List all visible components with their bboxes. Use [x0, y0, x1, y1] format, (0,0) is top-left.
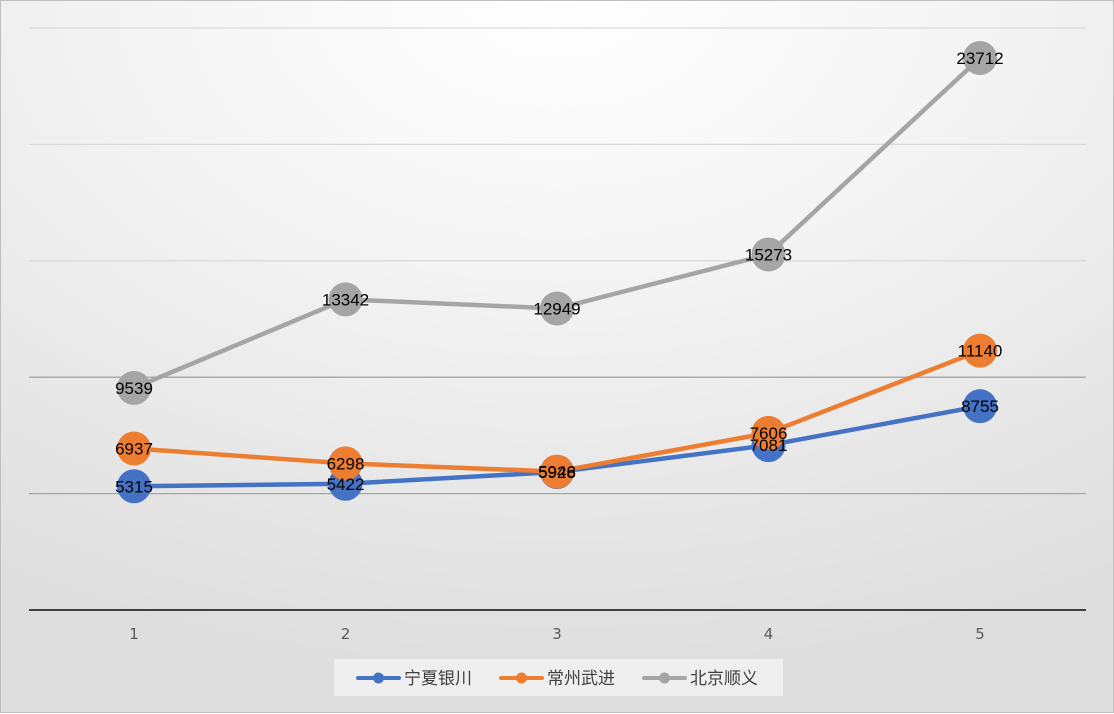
series-group: [117, 40, 997, 405]
data-label: 5422: [327, 475, 365, 494]
gridlines: [29, 27, 1086, 495]
x-axis: 1 2 3 4 5: [29, 609, 1086, 643]
legend-entry-label: 常州武进: [547, 669, 615, 689]
data-label: 6937: [115, 440, 153, 459]
data-point: [963, 389, 997, 424]
data-label: 23712: [956, 49, 1003, 68]
series-line: [131, 55, 983, 391]
data-label: 9539: [115, 379, 153, 398]
legend-marker-icon: [659, 672, 670, 684]
data-point: [328, 282, 363, 317]
data-point: [540, 291, 574, 326]
series-line: [131, 348, 983, 474]
data-labels: 5315 5422 5928 7081 8755 6937 6298 5946 7606 1114…: [115, 49, 1004, 496]
data-point: [117, 469, 151, 504]
x-tick-label: 2: [341, 625, 351, 643]
data-label: 7081: [750, 436, 788, 455]
x-tick-label: 5: [975, 625, 985, 643]
x-tick-label: 1: [129, 625, 139, 643]
data-point: [117, 370, 151, 405]
data-point: [328, 446, 363, 481]
data-label: 13342: [322, 290, 369, 309]
data-point: [117, 431, 151, 466]
legend: 宁夏银川 常州武进 北京顺义: [334, 659, 783, 696]
data-point: [963, 333, 997, 368]
legend-entry-label: 宁夏银川: [404, 669, 472, 689]
legend-entry-label: 北京顺义: [690, 669, 758, 689]
legend-marker-icon: [373, 672, 384, 684]
x-tick-label: 4: [764, 625, 774, 643]
data-label: 8755: [961, 397, 999, 416]
series-layer: [117, 40, 997, 504]
data-label: 6298: [327, 454, 365, 473]
data-point: [751, 415, 786, 450]
legend-marker-icon: [516, 672, 527, 684]
data-label: 15273: [745, 245, 792, 264]
legend-box: [334, 659, 783, 696]
data-label: 5946: [538, 463, 576, 482]
data-point: [963, 40, 997, 75]
series-group: [117, 333, 997, 489]
data-label: 5928: [538, 463, 576, 482]
data-label: 5315: [115, 477, 153, 496]
data-label: 7606: [750, 424, 788, 443]
data-label: 11140: [958, 342, 1003, 361]
data-label: 12949: [533, 300, 580, 319]
x-tick-label: 3: [552, 625, 562, 643]
data-point: [540, 454, 574, 489]
data-point: [751, 237, 786, 272]
